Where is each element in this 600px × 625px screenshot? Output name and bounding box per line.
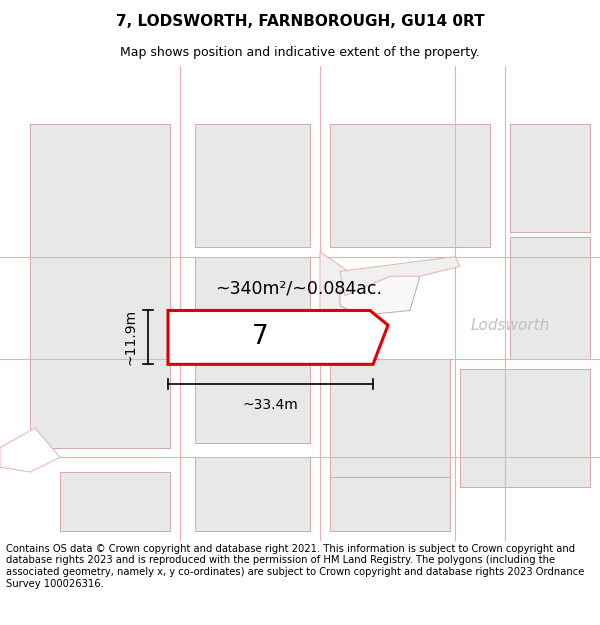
Polygon shape — [320, 252, 370, 325]
Text: Contains OS data © Crown copyright and database right 2021. This information is : Contains OS data © Crown copyright and d… — [6, 544, 584, 589]
Polygon shape — [0, 428, 60, 472]
Bar — [510, 237, 590, 359]
Polygon shape — [340, 257, 460, 296]
Bar — [195, 257, 310, 442]
Bar — [330, 359, 450, 477]
Text: ~33.4m: ~33.4m — [242, 398, 298, 412]
Bar — [330, 124, 490, 247]
Text: ~11.9m: ~11.9m — [124, 309, 138, 366]
Text: 7: 7 — [252, 324, 269, 351]
Text: ~340m²/~0.084ac.: ~340m²/~0.084ac. — [215, 280, 382, 298]
Text: Lodsworth: Lodsworth — [470, 318, 550, 332]
Bar — [460, 369, 590, 487]
Text: 7, LODSWORTH, FARNBOROUGH, GU14 0RT: 7, LODSWORTH, FARNBOROUGH, GU14 0RT — [116, 14, 484, 29]
Bar — [510, 124, 590, 232]
Bar — [195, 124, 310, 247]
Text: Map shows position and indicative extent of the property.: Map shows position and indicative extent… — [120, 46, 480, 59]
Bar — [60, 472, 170, 531]
Bar — [195, 458, 310, 531]
Bar — [30, 124, 170, 447]
Polygon shape — [168, 311, 388, 364]
Polygon shape — [340, 271, 420, 316]
Bar — [330, 477, 450, 531]
